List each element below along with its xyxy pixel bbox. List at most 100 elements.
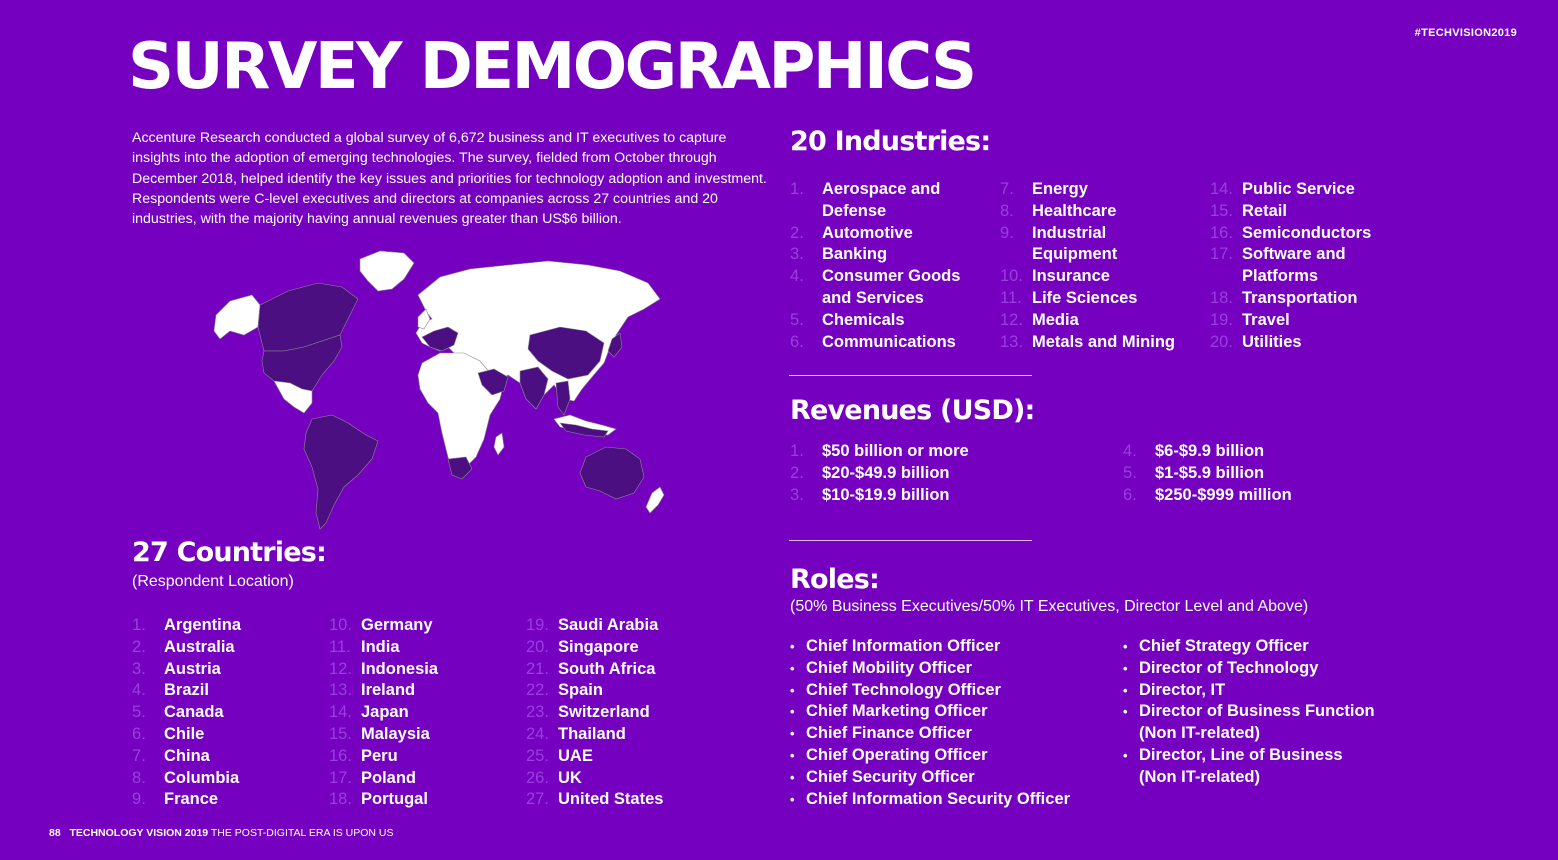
industry-item: Automotive bbox=[790, 223, 913, 245]
country-item: Saudi Arabia bbox=[526, 615, 659, 637]
china-shape bbox=[527, 326, 605, 380]
industries-list-1: Aerospace and Defense Automotive Banking Co… bbox=[790, 179, 990, 353]
roles-list-1: Chief Information OfficerChief Mobility … bbox=[790, 636, 1070, 810]
industry-item: Transportation bbox=[1210, 288, 1358, 310]
industries-list-2: Energy Healthcare Industrial Equipment Insu… bbox=[1000, 179, 1200, 353]
india-shape bbox=[519, 366, 549, 410]
industries-list-3: Public Service Retail Semiconductors Softwa… bbox=[1210, 179, 1410, 353]
revenues-title: Revenues (USD): bbox=[790, 395, 1035, 426]
country-item: Switzerland bbox=[526, 702, 650, 724]
country-item: UK bbox=[526, 768, 582, 790]
country-item: Columbia bbox=[132, 768, 240, 790]
country-item: Poland bbox=[329, 768, 417, 790]
role-item: Chief Mobility Officer bbox=[790, 658, 1070, 680]
roles-subtitle: (50% Business Executives/50% IT Executiv… bbox=[790, 598, 1309, 615]
revenue-item: $1-$5.9 billion bbox=[1123, 463, 1265, 485]
revenue-item: $10-$19.9 billion bbox=[790, 485, 950, 507]
country-item: Portugal bbox=[329, 789, 428, 811]
country-item: Brazil bbox=[132, 680, 209, 702]
revenue-item: $20-$49.9 billion bbox=[790, 463, 950, 485]
industry-item: Media bbox=[1000, 310, 1079, 332]
revenue-item: $50 billion or more bbox=[790, 441, 969, 463]
world-map bbox=[213, 250, 665, 530]
industry-item: Aerospace and Defense bbox=[790, 179, 941, 220]
australia-shape bbox=[579, 446, 645, 500]
country-item: Germany bbox=[329, 615, 433, 637]
country-item: Spain bbox=[526, 680, 603, 702]
country-item: Peru bbox=[329, 746, 398, 768]
revenue-item: $250-$999 million bbox=[1123, 485, 1292, 507]
country-item: Malaysia bbox=[329, 724, 430, 746]
country-item: South Africa bbox=[526, 659, 656, 681]
country-item: Australia bbox=[132, 637, 235, 659]
divider bbox=[789, 375, 1032, 376]
roles-list-2: Chief Strategy OfficerDirector of Techno… bbox=[1123, 636, 1383, 789]
role-item: Director of Technology bbox=[1123, 658, 1379, 680]
page-number: 88 bbox=[49, 827, 61, 839]
industry-item: Healthcare bbox=[1000, 201, 1117, 223]
industry-item: Chemicals bbox=[790, 310, 905, 332]
page-title: SURVEY DEMOGRAPHICS bbox=[128, 30, 977, 104]
roles-title: Roles: bbox=[790, 564, 880, 595]
united-states-shape bbox=[261, 334, 343, 392]
countries-list-2: Germany India Indonesia Ireland Japan Malaysi… bbox=[329, 615, 438, 811]
british-isles-shape bbox=[417, 308, 431, 330]
role-item: Director, Line of Business (Non IT-relat… bbox=[1123, 745, 1379, 789]
industry-item: Communications bbox=[790, 332, 956, 354]
industry-item: Utilities bbox=[1210, 332, 1302, 354]
industry-item: Software and Platforms bbox=[1210, 244, 1346, 286]
country-item: Austria bbox=[132, 659, 221, 681]
country-item: Thailand bbox=[526, 724, 626, 746]
mexico-shape bbox=[273, 380, 313, 414]
revenues-list-1: $50 billion or more $20-$49.9 billion $10-… bbox=[790, 441, 969, 506]
intro-paragraph: Accenture Research conducted a global su… bbox=[132, 130, 767, 228]
country-item: United States bbox=[526, 789, 664, 811]
divider bbox=[789, 540, 1032, 541]
role-item: Director of Business Function (Non IT-re… bbox=[1123, 701, 1379, 745]
greenland-shape bbox=[359, 250, 415, 292]
country-item: UAE bbox=[526, 746, 593, 768]
western-europe-shape bbox=[421, 326, 459, 352]
role-item: Chief Information Security Officer bbox=[790, 789, 1070, 811]
industry-item: Public Service bbox=[1210, 179, 1355, 201]
alaska-shape bbox=[213, 294, 261, 340]
role-item: Chief Security Officer bbox=[790, 767, 1070, 789]
hashtag: #TECHVISION2019 bbox=[1414, 27, 1517, 39]
countries-list-1: Argentina Australia Austria Brazil Canada Chi… bbox=[132, 615, 241, 811]
industry-item: Banking bbox=[790, 244, 888, 266]
role-item: Chief Strategy Officer bbox=[1123, 636, 1379, 658]
role-item: Chief Operating Officer bbox=[790, 745, 1070, 767]
industry-item: Life Sciences bbox=[1000, 288, 1138, 310]
industry-item: Retail bbox=[1210, 201, 1287, 223]
countries-title: 27 Countries: bbox=[132, 537, 327, 568]
japan-shape bbox=[607, 332, 623, 358]
role-item: Chief Technology Officer bbox=[790, 680, 1070, 702]
industry-item: Industrial Equipment bbox=[1000, 223, 1118, 264]
industries-title: 20 Industries: bbox=[790, 126, 991, 157]
country-item: Japan bbox=[329, 702, 409, 724]
role-item: Chief Finance Officer bbox=[790, 723, 1070, 745]
new-zealand-shape bbox=[645, 486, 665, 514]
footer-brand: TECHNOLOGY VISION 2019 bbox=[69, 827, 209, 839]
revenues-list-2: $6-$9.9 billion $1-$5.9 billion $250-$999 … bbox=[1123, 441, 1292, 506]
thailand-malaysia-shape bbox=[555, 380, 571, 416]
country-item: Indonesia bbox=[329, 659, 439, 681]
countries-list-3: Saudi Arabia Singapore South Africa Spain Sw… bbox=[526, 615, 663, 811]
industry-item: Insurance bbox=[1000, 266, 1110, 288]
industry-item: Consumer Goods and Services bbox=[790, 266, 961, 307]
canada-shape bbox=[257, 282, 359, 352]
country-item: India bbox=[329, 637, 400, 659]
revenue-item: $6-$9.9 billion bbox=[1123, 441, 1265, 463]
role-item: Chief Marketing Officer bbox=[790, 701, 1070, 723]
indonesia-shape bbox=[559, 422, 609, 438]
country-item: China bbox=[132, 746, 210, 768]
country-item: Singapore bbox=[526, 637, 639, 659]
south-america-shape bbox=[303, 414, 379, 530]
countries-subtitle: (Respondent Location) bbox=[132, 573, 294, 590]
country-item: Canada bbox=[132, 702, 224, 724]
industry-item: Metals and Mining bbox=[1000, 332, 1176, 354]
industry-item: Energy bbox=[1000, 179, 1088, 201]
country-item: Ireland bbox=[329, 680, 416, 702]
madagascar-shape bbox=[493, 432, 505, 456]
country-item: France bbox=[132, 789, 219, 811]
